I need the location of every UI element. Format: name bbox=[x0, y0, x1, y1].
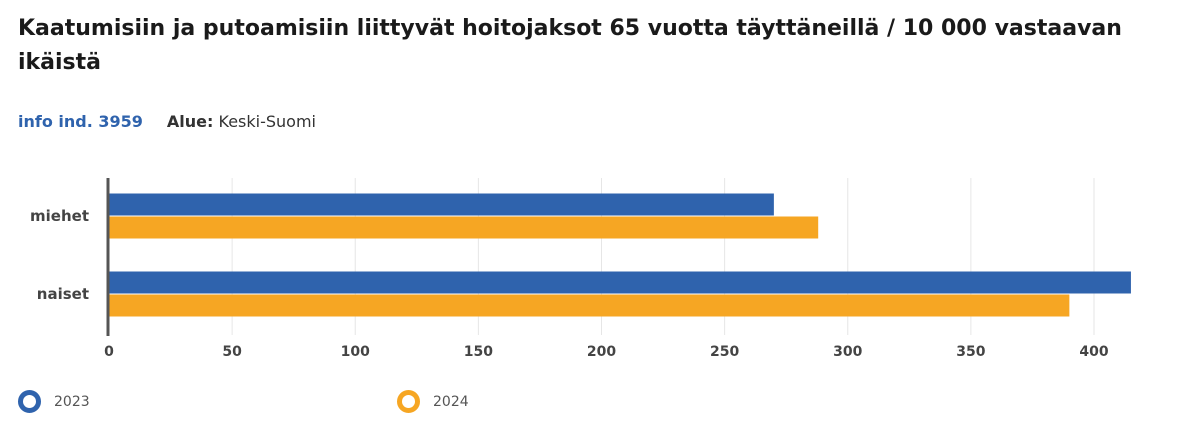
x-tick-label-150: 150 bbox=[464, 344, 493, 360]
x-tick-label-400: 400 bbox=[1079, 344, 1108, 360]
legend-label-2023: 2023 bbox=[54, 393, 90, 410]
legend-marker-2024 bbox=[397, 390, 420, 413]
category-label-naiset: naiset bbox=[37, 285, 89, 303]
category-label-miehet: miehet bbox=[30, 207, 89, 225]
bar-miehet-2024 bbox=[109, 216, 819, 239]
bar-miehet-2023 bbox=[109, 193, 774, 216]
indicator-link[interactable]: info ind. 3959 bbox=[18, 112, 143, 131]
x-tick-label-350: 350 bbox=[956, 344, 985, 360]
bar-naiset-2023 bbox=[109, 271, 1131, 294]
chart-title: Kaatumisiin ja putoamisiin liittyvät hoi… bbox=[18, 16, 1122, 75]
x-tick-label-0: 0 bbox=[104, 344, 114, 360]
x-tick-label-300: 300 bbox=[833, 344, 862, 360]
bar-chart: 0 50 100 150 200 250 300 350 400 miehet naiset bbox=[30, 178, 1131, 360]
legend-item-2023[interactable]: 2023 bbox=[18, 390, 90, 413]
area-key: Alue: bbox=[166, 112, 214, 131]
area-value: Keski-Suomi bbox=[218, 112, 316, 131]
bar-naiset-2024 bbox=[109, 294, 1070, 317]
x-tick-label-50: 50 bbox=[222, 344, 242, 360]
legend-item-2024[interactable]: 2024 bbox=[397, 390, 469, 413]
x-tick-label-200: 200 bbox=[587, 344, 616, 360]
x-tick-label-250: 250 bbox=[710, 344, 739, 360]
x-tick-label-100: 100 bbox=[341, 344, 370, 360]
chart-meta: info ind. 3959 Alue: Keski-Suomi bbox=[18, 112, 316, 131]
legend-marker-2023 bbox=[18, 390, 41, 413]
area-info: Alue: Keski-Suomi bbox=[167, 112, 316, 131]
legend-label-2024: 2024 bbox=[433, 393, 469, 410]
